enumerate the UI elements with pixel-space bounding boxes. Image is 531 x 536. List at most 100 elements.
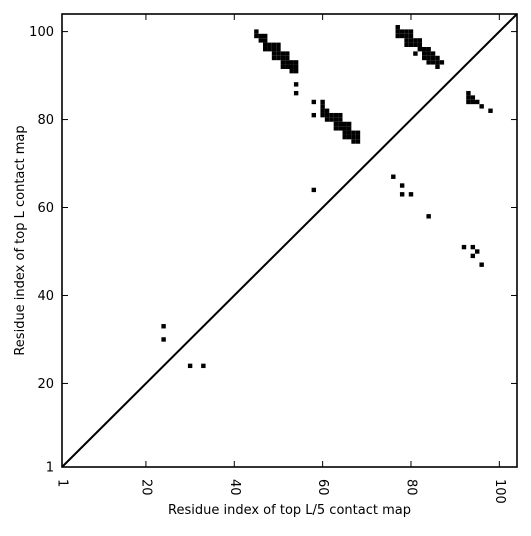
data-point [413,42,418,47]
data-point [293,64,299,69]
data-point [479,104,484,109]
data-point [435,60,440,65]
data-point [466,99,471,105]
data-point [289,64,294,69]
data-point [342,134,347,140]
data-point [422,51,427,56]
data-point [329,117,334,122]
data-point [258,38,263,43]
data-point [430,60,436,65]
data-point [475,99,480,105]
data-point [408,38,414,43]
data-point [267,46,272,52]
data-point [258,33,263,39]
data-point [320,104,325,109]
diagonal-line [61,13,518,468]
data-point [263,42,268,47]
data-point [466,95,471,100]
data-point [408,192,414,197]
data-point [408,33,414,39]
data-point [276,46,281,52]
data-point [426,46,431,52]
data-point [346,121,352,127]
y-tick-label: 20 [37,377,54,392]
data-point [399,192,405,197]
data-point [276,55,281,61]
data-point [271,46,277,52]
data-point [430,51,436,56]
data-point [263,46,268,52]
data-point [293,68,299,74]
data-point [324,112,330,118]
data-point [293,82,299,87]
data-point [289,68,294,74]
data-point [293,90,299,96]
data-point [395,33,400,39]
data-point [475,249,480,254]
data-point [338,126,343,131]
data-point [351,134,356,140]
data-point [280,55,286,61]
data-point [422,55,427,61]
data-point [426,60,431,65]
x-tick-label: 80 [403,479,418,496]
data-point [271,55,277,61]
data-point [426,51,431,56]
data-point [479,262,484,267]
data-point [395,29,400,34]
data-point [435,55,440,61]
data-point [280,60,286,65]
data-point [267,42,272,47]
data-point [311,112,317,118]
data-point [351,139,356,144]
data-point [408,42,414,47]
data-point [311,187,317,193]
data-point [404,29,409,34]
y-tick-label: 100 [29,25,54,40]
data-point [333,112,339,118]
data-point [342,130,347,135]
data-point [404,42,409,47]
data-point [391,174,396,179]
data-point [285,51,290,56]
data-point [285,55,290,61]
data-point [417,46,423,52]
data-point [461,244,467,250]
data-point [338,121,343,127]
x-tick-label: 20 [138,479,153,496]
data-point [329,112,334,118]
data-point [399,29,405,34]
data-point [271,51,277,56]
data-point [285,60,290,65]
data-point [470,95,476,100]
data-point [346,126,352,131]
data-point [426,214,431,219]
data-point [338,117,343,122]
data-point [324,108,330,113]
data-point [488,108,493,113]
y-tick-label: 40 [37,289,54,304]
data-point [187,363,193,369]
data-point [399,33,405,39]
data-point [413,38,418,43]
plot-frame [61,13,518,468]
data-point [355,139,361,144]
data-point [293,60,299,65]
x-tick-label: 40 [227,479,242,496]
x-axis-label: Residue index of top L/5 contact map [168,503,411,518]
data-point [254,29,259,34]
y-tick-label: 80 [37,113,54,128]
data-point [280,64,286,69]
data-point [338,112,343,118]
data-point [333,126,339,131]
data-point [470,99,476,105]
data-point [271,42,277,47]
data-point [263,38,268,43]
data-point [276,42,281,47]
data-point [346,134,352,140]
data-point [404,33,409,39]
y-axis-label: Residue index of top L contact map [13,125,28,355]
data-point [320,112,325,118]
